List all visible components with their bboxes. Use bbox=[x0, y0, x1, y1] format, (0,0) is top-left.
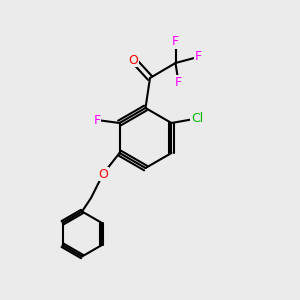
Text: O: O bbox=[129, 53, 138, 67]
Text: F: F bbox=[175, 76, 182, 89]
Text: Cl: Cl bbox=[191, 112, 203, 125]
Text: F: F bbox=[94, 113, 100, 127]
Text: F: F bbox=[194, 50, 202, 64]
Text: O: O bbox=[98, 167, 108, 181]
Text: F: F bbox=[172, 35, 179, 48]
